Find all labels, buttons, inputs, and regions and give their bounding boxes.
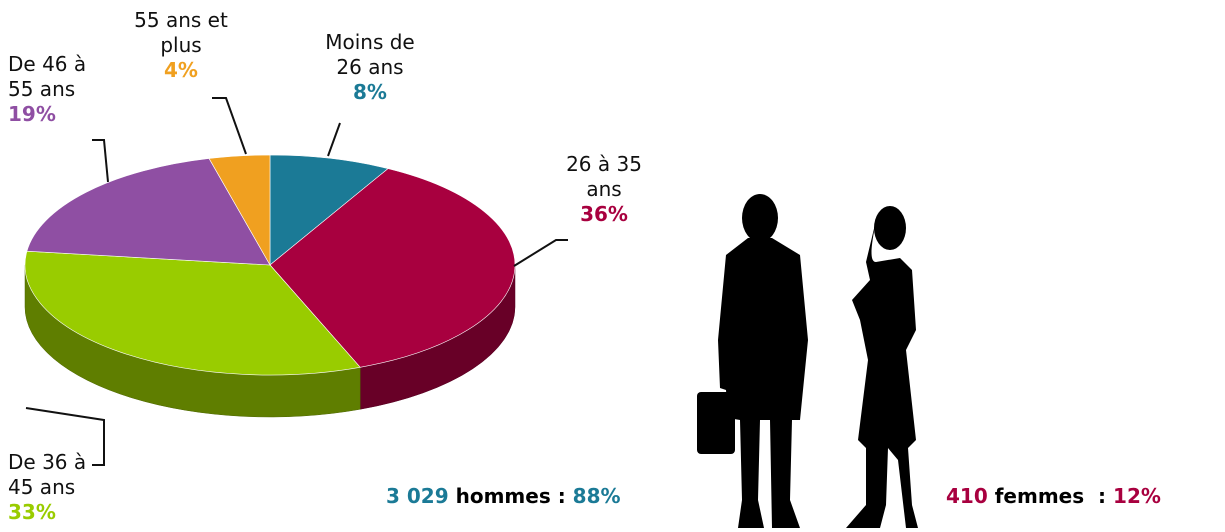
pie-slice (24, 250, 361, 376)
leader-line (327, 122, 341, 157)
silhouettes (697, 194, 918, 528)
leader-lines (25, 97, 568, 466)
leader-line (25, 407, 105, 466)
women-count: 410 (946, 484, 988, 508)
pie-label: De 36 à 45 ans 33% (8, 450, 104, 525)
pie-slice (26, 158, 271, 266)
men-share: 88% (572, 484, 621, 508)
value-label: 4% (164, 58, 198, 82)
category-label: 26 à 35 ans (566, 152, 642, 201)
man-body (718, 238, 808, 528)
leader-line (92, 139, 109, 183)
value-label: 33% (8, 500, 56, 524)
woman-body (846, 212, 918, 528)
category-label: De 36 à 45 ans (8, 450, 87, 499)
pie-slice (269, 168, 516, 368)
category-label: De 46 à 55 ans (8, 52, 87, 101)
pie-label: 26 à 35 ans 36% (556, 152, 652, 227)
women-share: 12% (1113, 484, 1161, 508)
category-label: Moins de 26 ans (325, 30, 415, 79)
men-count: 3 029 (386, 484, 449, 508)
pie-label: Moins de 26 ans 8% (312, 30, 428, 105)
leader-line (212, 97, 247, 155)
value-label: 19% (8, 102, 56, 126)
value-label: 36% (580, 202, 628, 226)
pie-label: 55 ans et plus 4% (122, 8, 240, 83)
leader-line (513, 239, 568, 267)
women-label: femmes : (994, 484, 1107, 508)
category-label: 55 ans et plus (134, 8, 228, 57)
men-label: hommes : (455, 484, 566, 508)
pie-slice (208, 154, 271, 267)
value-label: 8% (353, 80, 387, 104)
man-head (742, 194, 778, 242)
pie-slice (269, 154, 389, 266)
pie (24, 154, 516, 418)
pie-label: De 46 à 55 ans 19% (8, 52, 104, 127)
women-stat: 410 femmes : 12% (946, 484, 1161, 508)
men-stat: 3 029 hommes : 88% (386, 484, 621, 508)
woman-head (874, 206, 906, 250)
briefcase (697, 392, 735, 454)
